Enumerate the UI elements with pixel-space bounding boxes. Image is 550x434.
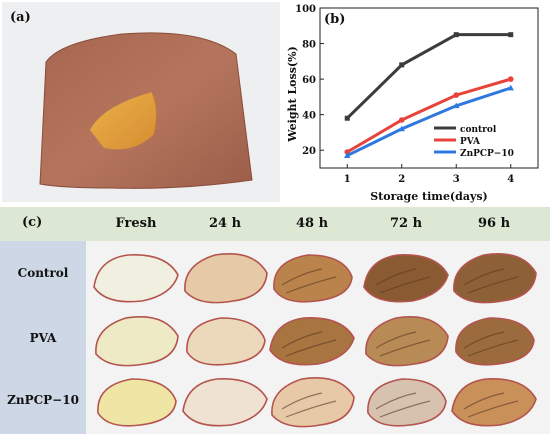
column-24h: 24 h — [208, 216, 242, 231]
x-tick-label: 3 — [453, 174, 460, 185]
data-point — [398, 125, 405, 132]
panel-b-label: (b) — [324, 12, 346, 27]
row-znpcp: ZnPCP−10 — [7, 393, 79, 407]
data-point — [399, 62, 405, 68]
column-72h: 72 h — [389, 216, 423, 231]
x-tick-label: 4 — [507, 174, 514, 185]
apple-slice — [90, 92, 157, 150]
legend-entry: PVA — [460, 137, 481, 147]
column-48h: 48 h — [295, 216, 329, 231]
data-point — [344, 115, 350, 121]
petal-sample — [93, 254, 179, 303]
legend-entry: control — [460, 125, 497, 135]
petal-sample — [455, 317, 535, 366]
petal-sample — [97, 378, 177, 427]
y-tick-label: 40 — [302, 111, 316, 122]
x-tick-label: 2 — [398, 174, 405, 185]
column-96h: 96 h — [477, 216, 511, 231]
data-point — [508, 32, 514, 38]
data-point — [507, 84, 514, 91]
petal-sample — [271, 377, 355, 428]
panel-b-chart: 20 40 60 80 100 1 2 3 4 control PVA ZnPCP−10 Weig… — [284, 0, 550, 205]
legend-entry: ZnPCP−10 — [460, 149, 514, 159]
plot-area-frame — [319, 7, 539, 169]
y-tick-label: 20 — [302, 146, 316, 157]
row-header-bar — [0, 241, 86, 434]
panel-c-grid: (c) Fresh 24 h 48 h 72 h 96 h Control PV… — [0, 207, 550, 434]
data-point — [398, 117, 405, 123]
panel-a-label: (a) — [10, 10, 31, 25]
petal-sample — [182, 378, 268, 427]
y-tick-label: 60 — [302, 75, 316, 86]
y-axis-label: Weight Loss(%) — [286, 46, 299, 143]
series-line-1 — [346, 77, 512, 154]
petal-sample — [451, 378, 537, 427]
petal-sample — [365, 316, 449, 367]
column-header-bar — [0, 207, 550, 241]
petal-sample — [95, 316, 179, 367]
petal-sample — [273, 254, 353, 303]
series-line-2 — [346, 86, 512, 157]
petal-sample — [186, 317, 266, 366]
row-control: Control — [17, 266, 69, 280]
petal-sample — [453, 253, 537, 304]
data-point — [453, 102, 460, 109]
x-tick-label: 1 — [344, 174, 351, 185]
petal-sample — [269, 317, 355, 366]
panel-c-label: (c) — [22, 215, 43, 230]
column-fresh: Fresh — [115, 216, 157, 231]
petal-sample — [367, 378, 447, 427]
series-line-0 — [346, 33, 511, 120]
x-axis-label: Storage time(days) — [370, 190, 488, 203]
row-pva: PVA — [29, 331, 57, 345]
data-point — [453, 32, 459, 38]
y-tick-label: 80 — [302, 40, 316, 51]
panel-a-photo: (a) — [2, 2, 280, 202]
data-point — [344, 152, 351, 158]
film-photo-illustration — [39, 32, 253, 189]
petal-sample — [184, 253, 268, 304]
data-point — [453, 92, 460, 98]
petal-images — [93, 253, 537, 428]
weight-loss-chart: 20 40 60 80 100 1 2 3 4 control PVA ZnPCP−10 Weig… — [286, 4, 539, 203]
petal-sample — [363, 254, 449, 303]
data-point — [507, 76, 514, 82]
y-tick-label: 100 — [295, 4, 316, 15]
